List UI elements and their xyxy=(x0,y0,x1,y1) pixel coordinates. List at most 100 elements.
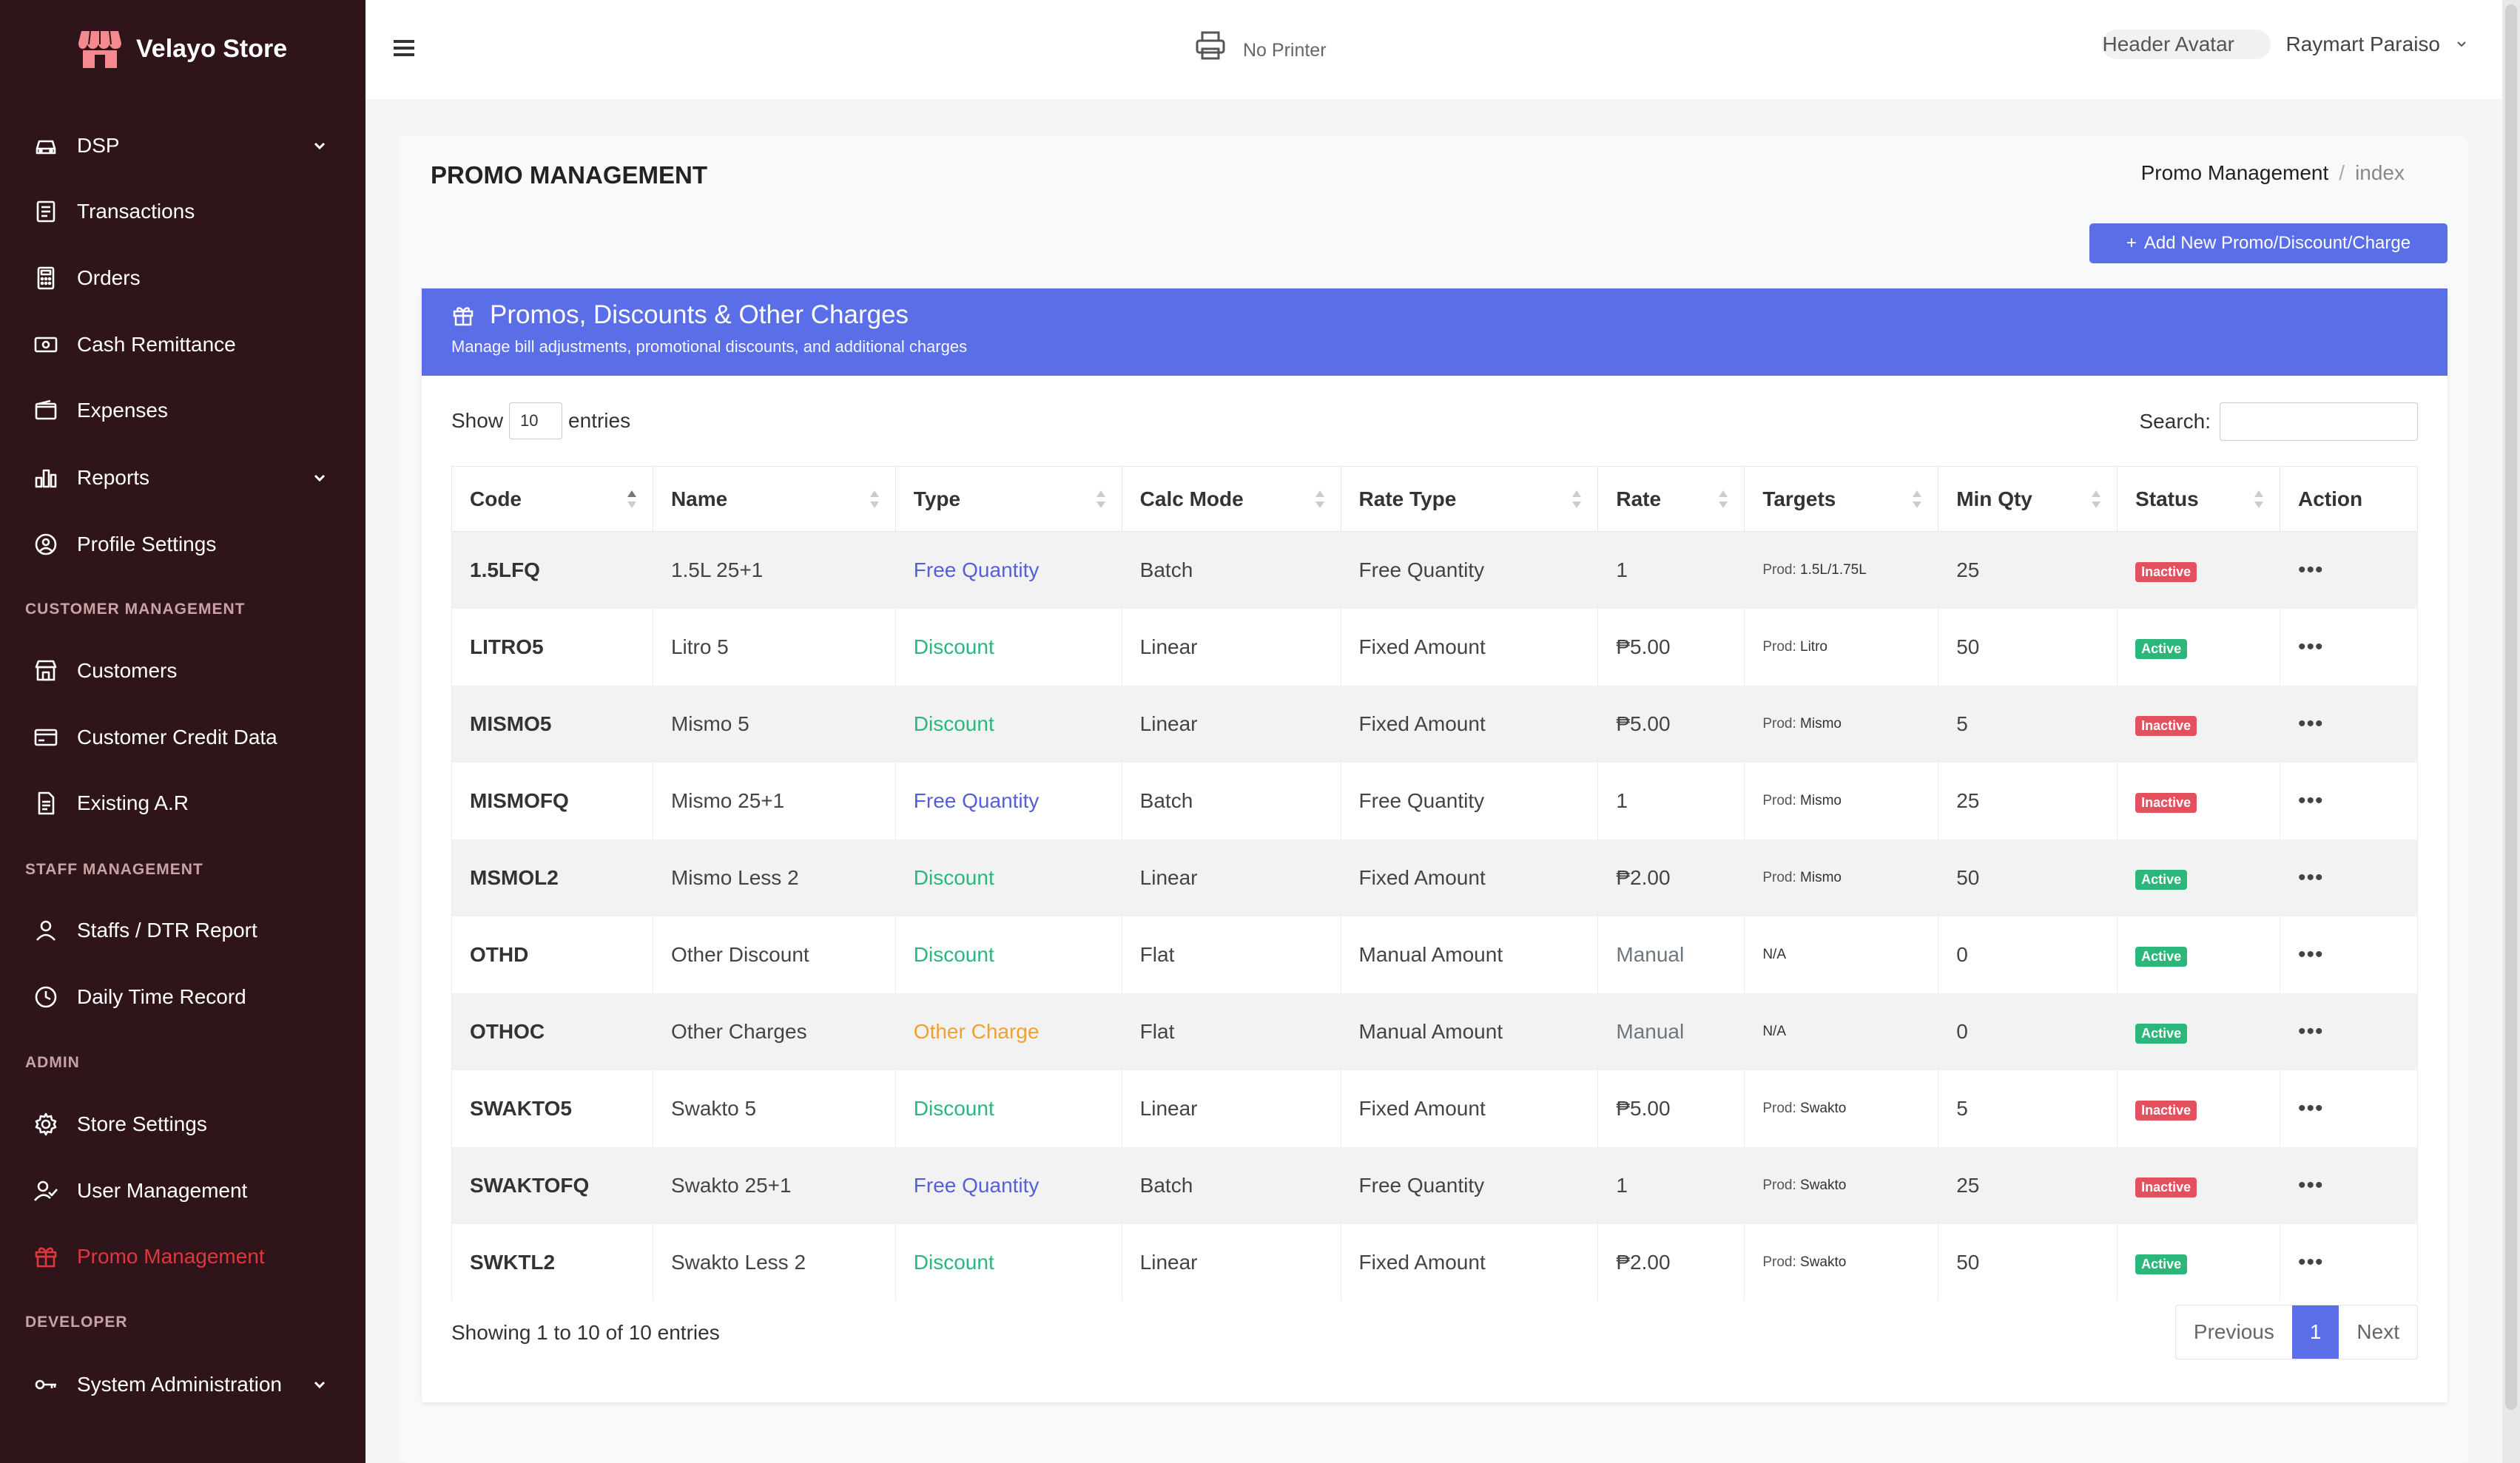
sidebar-item-customers[interactable]: Customers xyxy=(0,647,365,695)
sidebar-item-label: Customers xyxy=(77,659,178,682)
column-header-min-qty[interactable]: Min Qty xyxy=(1938,466,2118,532)
brand[interactable]: Velayo Store xyxy=(77,28,287,70)
sidebar-item-store-settings[interactable]: Store Settings xyxy=(0,1101,365,1148)
cell-status: Inactive xyxy=(2117,1070,2280,1147)
more-actions-icon[interactable]: ••• xyxy=(2298,1249,2324,1274)
user-circle-icon xyxy=(31,530,61,559)
cell-rate-type: Fixed Amount xyxy=(1340,608,1599,686)
page-1-button[interactable]: 1 xyxy=(2291,1305,2339,1359)
status-badge: Inactive xyxy=(2135,716,2197,736)
user-name[interactable]: Raymart Paraiso xyxy=(2285,33,2440,55)
more-actions-icon[interactable]: ••• xyxy=(2298,634,2324,659)
printer-label: No Printer xyxy=(1243,39,1327,61)
sidebar-item-dsp[interactable]: DSP xyxy=(0,122,365,169)
column-header-action[interactable]: Action xyxy=(2280,466,2418,532)
sidebar-item-cash-remittance[interactable]: Cash Remittance xyxy=(0,321,365,368)
sidebar-item-user-management[interactable]: User Management xyxy=(0,1167,365,1214)
column-header-calc-mode[interactable]: Calc Mode xyxy=(1121,466,1341,532)
column-header-name[interactable]: Name xyxy=(652,466,896,532)
cell-status: Inactive xyxy=(2117,762,2280,839)
more-actions-icon[interactable]: ••• xyxy=(2298,711,2324,736)
column-header-rate-type[interactable]: Rate Type xyxy=(1340,466,1599,532)
search-input[interactable] xyxy=(2220,402,2418,441)
cell-rate: 1 xyxy=(1597,1146,1745,1224)
entries-control: Show 10 entries xyxy=(451,402,630,439)
cell-action: ••• xyxy=(2280,1146,2418,1224)
key-icon xyxy=(31,1370,61,1399)
section-admin: ADMIN xyxy=(25,1054,80,1071)
more-actions-icon[interactable]: ••• xyxy=(2298,1018,2324,1044)
breadcrumb-parent[interactable]: Promo Management xyxy=(2140,161,2329,184)
column-header-targets[interactable]: Targets xyxy=(1744,466,1939,532)
more-actions-icon[interactable]: ••• xyxy=(2298,1095,2324,1121)
sidebar-item-orders[interactable]: Orders xyxy=(0,254,365,302)
more-actions-icon[interactable]: ••• xyxy=(2298,865,2324,890)
hamburger-menu-icon[interactable] xyxy=(391,36,419,61)
main-card: PROMO MANAGEMENT Promo Management / index … xyxy=(400,136,2468,1463)
calculator-icon xyxy=(31,263,61,293)
cell-status: Inactive xyxy=(2117,531,2280,609)
sidebar-item-label: Expenses xyxy=(77,399,168,422)
column-header-status[interactable]: Status xyxy=(2117,466,2280,532)
entries-label: entries xyxy=(568,409,631,432)
avatar[interactable]: Header Avatar xyxy=(2102,30,2271,59)
target-prefix: Prod: xyxy=(1762,638,1796,655)
entries-select[interactable]: 10 xyxy=(509,402,563,439)
add-promo-button[interactable]: + Add New Promo/Discount/Charge xyxy=(2089,223,2447,263)
user-menu[interactable]: Header Avatar Raymart Paraiso xyxy=(2102,30,2468,59)
table-row[interactable]: OTHOC Other Charges Other Charge Flat Manual… xyxy=(451,993,2418,1070)
plus-icon: + xyxy=(2126,233,2137,253)
cell-targets: N/A xyxy=(1744,993,1939,1070)
table-row[interactable]: LITRO5 Litro 5 Discount Linear Fixed Amount ₱… xyxy=(451,608,2418,686)
more-actions-icon[interactable]: ••• xyxy=(2298,942,2324,967)
sidebar-item-profile-settings[interactable]: Profile Settings xyxy=(0,521,365,568)
cell-calc-mode: Linear xyxy=(1121,685,1341,763)
more-actions-icon[interactable]: ••• xyxy=(2298,557,2324,582)
table-row[interactable]: SWKTL2 Swakto Less 2 Discount Linear Fixed A… xyxy=(451,1223,2418,1301)
table-row[interactable]: 1.5LFQ 1.5L 25+1 Free Quantity Batch Free Qu… xyxy=(451,531,2418,609)
cell-targets: Prod: Swakto xyxy=(1744,1070,1939,1147)
sidebar-item-expenses[interactable]: Expenses xyxy=(0,387,365,434)
sidebar-item-transactions[interactable]: Transactions xyxy=(0,188,365,235)
sidebar-item-staffs-dtr-report[interactable]: Staffs / DTR Report xyxy=(0,907,365,954)
table-row[interactable]: SWAKTO5 Swakto 5 Discount Linear Fixed Amoun… xyxy=(451,1070,2418,1147)
table-row[interactable]: MSMOL2 Mismo Less 2 Discount Linear Fixed Am… xyxy=(451,839,2418,916)
sidebar-item-label: Orders xyxy=(77,266,141,289)
next-button[interactable]: Next xyxy=(2356,1320,2399,1343)
column-header-type[interactable]: Type xyxy=(895,466,1122,532)
cell-type: Free Quantity xyxy=(895,531,1122,609)
cell-name: Swakto 25+1 xyxy=(652,1146,896,1224)
sidebar-item-reports[interactable]: Reports xyxy=(0,454,365,501)
page-scrollbar[interactable] xyxy=(2502,0,2520,1463)
column-header-rate[interactable]: Rate xyxy=(1597,466,1745,532)
cell-code: OTHD xyxy=(451,916,653,993)
sidebar-item-system-administration[interactable]: System Administration xyxy=(0,1361,365,1408)
column-header-code[interactable]: Code xyxy=(451,466,653,532)
table-header-row: Code Name Type Calc Mode Rate Type Rate Target… xyxy=(451,466,2418,532)
cell-min-qty: 0 xyxy=(1938,993,2118,1070)
table-row[interactable]: OTHD Other Discount Discount Flat Manual Amo… xyxy=(451,916,2418,993)
cell-action: ••• xyxy=(2280,608,2418,686)
sidebar-item-existing-a-r[interactable]: Existing A.R xyxy=(0,780,365,827)
cell-name: Mismo Less 2 xyxy=(652,839,896,916)
table-row[interactable]: MISMOFQ Mismo 25+1 Free Quantity Batch Free … xyxy=(451,762,2418,839)
scrollbar-thumb[interactable] xyxy=(2505,4,2517,1410)
gift-icon xyxy=(453,307,474,326)
more-actions-icon[interactable]: ••• xyxy=(2298,1172,2324,1197)
sort-icon xyxy=(2092,490,2101,508)
printer-status[interactable]: No Printer xyxy=(1194,30,1327,62)
sidebar-item-customer-credit-data[interactable]: Customer Credit Data xyxy=(0,714,365,761)
cell-status: Active xyxy=(2117,1223,2280,1301)
cell-status: Active xyxy=(2117,839,2280,916)
cell-name: Litro 5 xyxy=(652,608,896,686)
sidebar-item-daily-time-record[interactable]: Daily Time Record xyxy=(0,973,365,1021)
sidebar-item-promo-management[interactable]: Promo Management xyxy=(0,1233,365,1280)
target-value: Swakto xyxy=(1800,1254,1847,1270)
table-row[interactable]: SWAKTOFQ Swakto 25+1 Free Quantity Batch Fre… xyxy=(451,1146,2418,1224)
target-value: N/A xyxy=(1762,1023,1786,1039)
table-row[interactable]: MISMO5 Mismo 5 Discount Linear Fixed Amount ₱… xyxy=(451,685,2418,763)
more-actions-icon[interactable]: ••• xyxy=(2298,788,2324,813)
previous-button[interactable]: Previous xyxy=(2193,1320,2274,1343)
target-value: Mismo xyxy=(1800,715,1842,732)
cell-rate: Manual xyxy=(1597,916,1745,993)
